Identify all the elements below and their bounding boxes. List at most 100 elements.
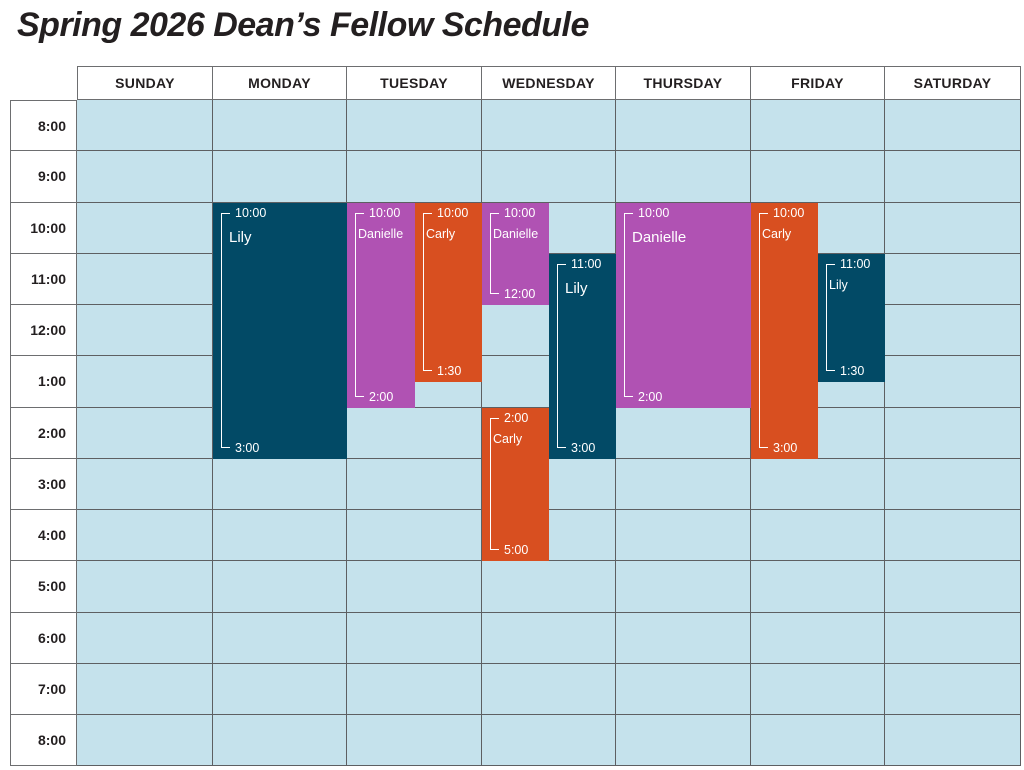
schedule-cell[interactable] — [77, 458, 213, 510]
event-block-carly[interactable]: 10:00 1:30 Carly — [415, 202, 482, 382]
schedule-cell[interactable] — [482, 715, 616, 767]
schedule-cell[interactable] — [77, 100, 213, 152]
time-label: 9:00 — [10, 151, 77, 203]
schedule-cell[interactable] — [885, 305, 1021, 357]
time-label: 3:00 — [10, 458, 77, 510]
schedule-cell[interactable] — [77, 202, 213, 254]
schedule-cell[interactable] — [616, 715, 751, 767]
schedule-cell[interactable] — [213, 100, 347, 152]
schedule-cell[interactable] — [213, 561, 347, 613]
schedule-cell[interactable] — [751, 100, 885, 152]
schedule-cell[interactable] — [885, 458, 1021, 510]
schedule-cell[interactable] — [77, 407, 213, 459]
schedule-cell[interactable] — [347, 612, 482, 664]
event-start-time: 10:00 — [504, 205, 536, 220]
schedule-cell[interactable] — [885, 612, 1021, 664]
schedule-cell[interactable] — [616, 510, 751, 562]
schedule-cell[interactable] — [213, 715, 347, 767]
schedule-cell[interactable] — [347, 100, 482, 152]
schedule-cell[interactable] — [885, 715, 1021, 767]
schedule-cell[interactable] — [751, 561, 885, 613]
schedule-cell[interactable] — [751, 151, 885, 203]
schedule-cell[interactable] — [347, 458, 482, 510]
event-block-carly[interactable]: 2:00 5:00 Carly — [482, 407, 549, 562]
schedule-cell[interactable] — [213, 612, 347, 664]
event-block-carly[interactable]: 10:00 3:00 Carly — [751, 202, 818, 459]
schedule-cell[interactable] — [616, 561, 751, 613]
day-header-saturday: SATURDAY — [885, 66, 1021, 100]
schedule-cell[interactable] — [885, 561, 1021, 613]
event-block-lily[interactable]: 10:00 3:00 Lily — [213, 202, 347, 459]
schedule-cell[interactable] — [616, 663, 751, 715]
page-title: Spring 2026 Dean’s Fellow Schedule — [17, 6, 589, 44]
schedule-cell[interactable] — [885, 510, 1021, 562]
day-header-wednesday: WEDNESDAY — [482, 66, 616, 100]
schedule-cell[interactable] — [885, 100, 1021, 152]
day-header-tuesday: TUESDAY — [347, 66, 482, 100]
time-label: 7:00 — [10, 663, 77, 715]
schedule-cell[interactable] — [751, 612, 885, 664]
schedule-cell[interactable] — [885, 253, 1021, 305]
schedule-cell[interactable] — [885, 407, 1021, 459]
schedule-cell[interactable] — [616, 407, 751, 459]
schedule-cell[interactable] — [616, 458, 751, 510]
event-block-lily[interactable]: 11:00 3:00 Lily — [549, 253, 616, 459]
schedule-cell[interactable] — [213, 663, 347, 715]
schedule-cell[interactable] — [751, 715, 885, 767]
event-start-time: 11:00 — [571, 256, 602, 271]
schedule-cell[interactable] — [751, 663, 885, 715]
time-label: 6:00 — [10, 612, 77, 664]
schedule-cell[interactable] — [77, 510, 213, 562]
schedule-cell[interactable] — [347, 715, 482, 767]
schedule-cell[interactable] — [77, 561, 213, 613]
event-start-time: 10:00 — [235, 205, 267, 220]
event-name: Danielle — [358, 226, 404, 241]
schedule-cell[interactable] — [77, 253, 213, 305]
schedule-cell[interactable] — [77, 151, 213, 203]
schedule-cell[interactable] — [482, 100, 616, 152]
time-bracket — [490, 212, 499, 294]
event-block-danielle[interactable]: 10:00 2:00 Danielle — [347, 202, 415, 408]
schedule-cell[interactable] — [77, 305, 213, 357]
schedule-cell[interactable] — [347, 561, 482, 613]
time-label: 10:00 — [10, 202, 77, 254]
event-end-time: 1:30 — [840, 363, 865, 378]
event-end-time: 5:00 — [504, 543, 529, 558]
schedule-cell[interactable] — [347, 510, 482, 562]
event-end-time: 1:30 — [437, 363, 462, 378]
schedule-cell[interactable] — [213, 151, 347, 203]
event-block-danielle[interactable]: 10:00 2:00 Danielle — [616, 202, 751, 408]
schedule-cell[interactable] — [347, 151, 482, 203]
schedule-cell[interactable] — [482, 151, 616, 203]
time-bracket — [423, 212, 432, 371]
event-name: Carly — [762, 226, 792, 241]
schedule-cell[interactable] — [482, 663, 616, 715]
schedule-cell[interactable] — [885, 202, 1021, 254]
schedule-cell[interactable] — [885, 151, 1021, 203]
schedule-cell[interactable] — [482, 561, 616, 613]
schedule-cell[interactable] — [213, 458, 347, 510]
schedule-cell[interactable] — [77, 356, 213, 408]
schedule-cell[interactable] — [885, 356, 1021, 408]
schedule-cell[interactable] — [616, 612, 751, 664]
schedule-cell[interactable] — [77, 663, 213, 715]
schedule-cell[interactable] — [751, 510, 885, 562]
event-block-danielle[interactable]: 10:00 12:00 Danielle — [482, 202, 549, 305]
event-block-lily[interactable]: 11:00 1:30 Lily — [818, 253, 885, 382]
schedule-cell[interactable] — [347, 407, 482, 459]
event-start-time: 2:00 — [504, 410, 529, 425]
time-bracket — [759, 212, 768, 448]
schedule-cell[interactable] — [77, 715, 213, 767]
schedule-cell[interactable] — [482, 612, 616, 664]
schedule-cell[interactable] — [77, 612, 213, 664]
schedule-cell[interactable] — [347, 663, 482, 715]
schedule-cell[interactable] — [616, 100, 751, 152]
time-bracket — [355, 212, 364, 397]
schedule-cell[interactable] — [616, 151, 751, 203]
schedule-cell[interactable] — [751, 458, 885, 510]
event-name: Lily — [229, 228, 252, 246]
schedule-cell[interactable] — [213, 510, 347, 562]
schedule-cell[interactable] — [885, 663, 1021, 715]
event-name: Danielle — [632, 228, 687, 246]
time-label: 5:00 — [10, 561, 77, 613]
